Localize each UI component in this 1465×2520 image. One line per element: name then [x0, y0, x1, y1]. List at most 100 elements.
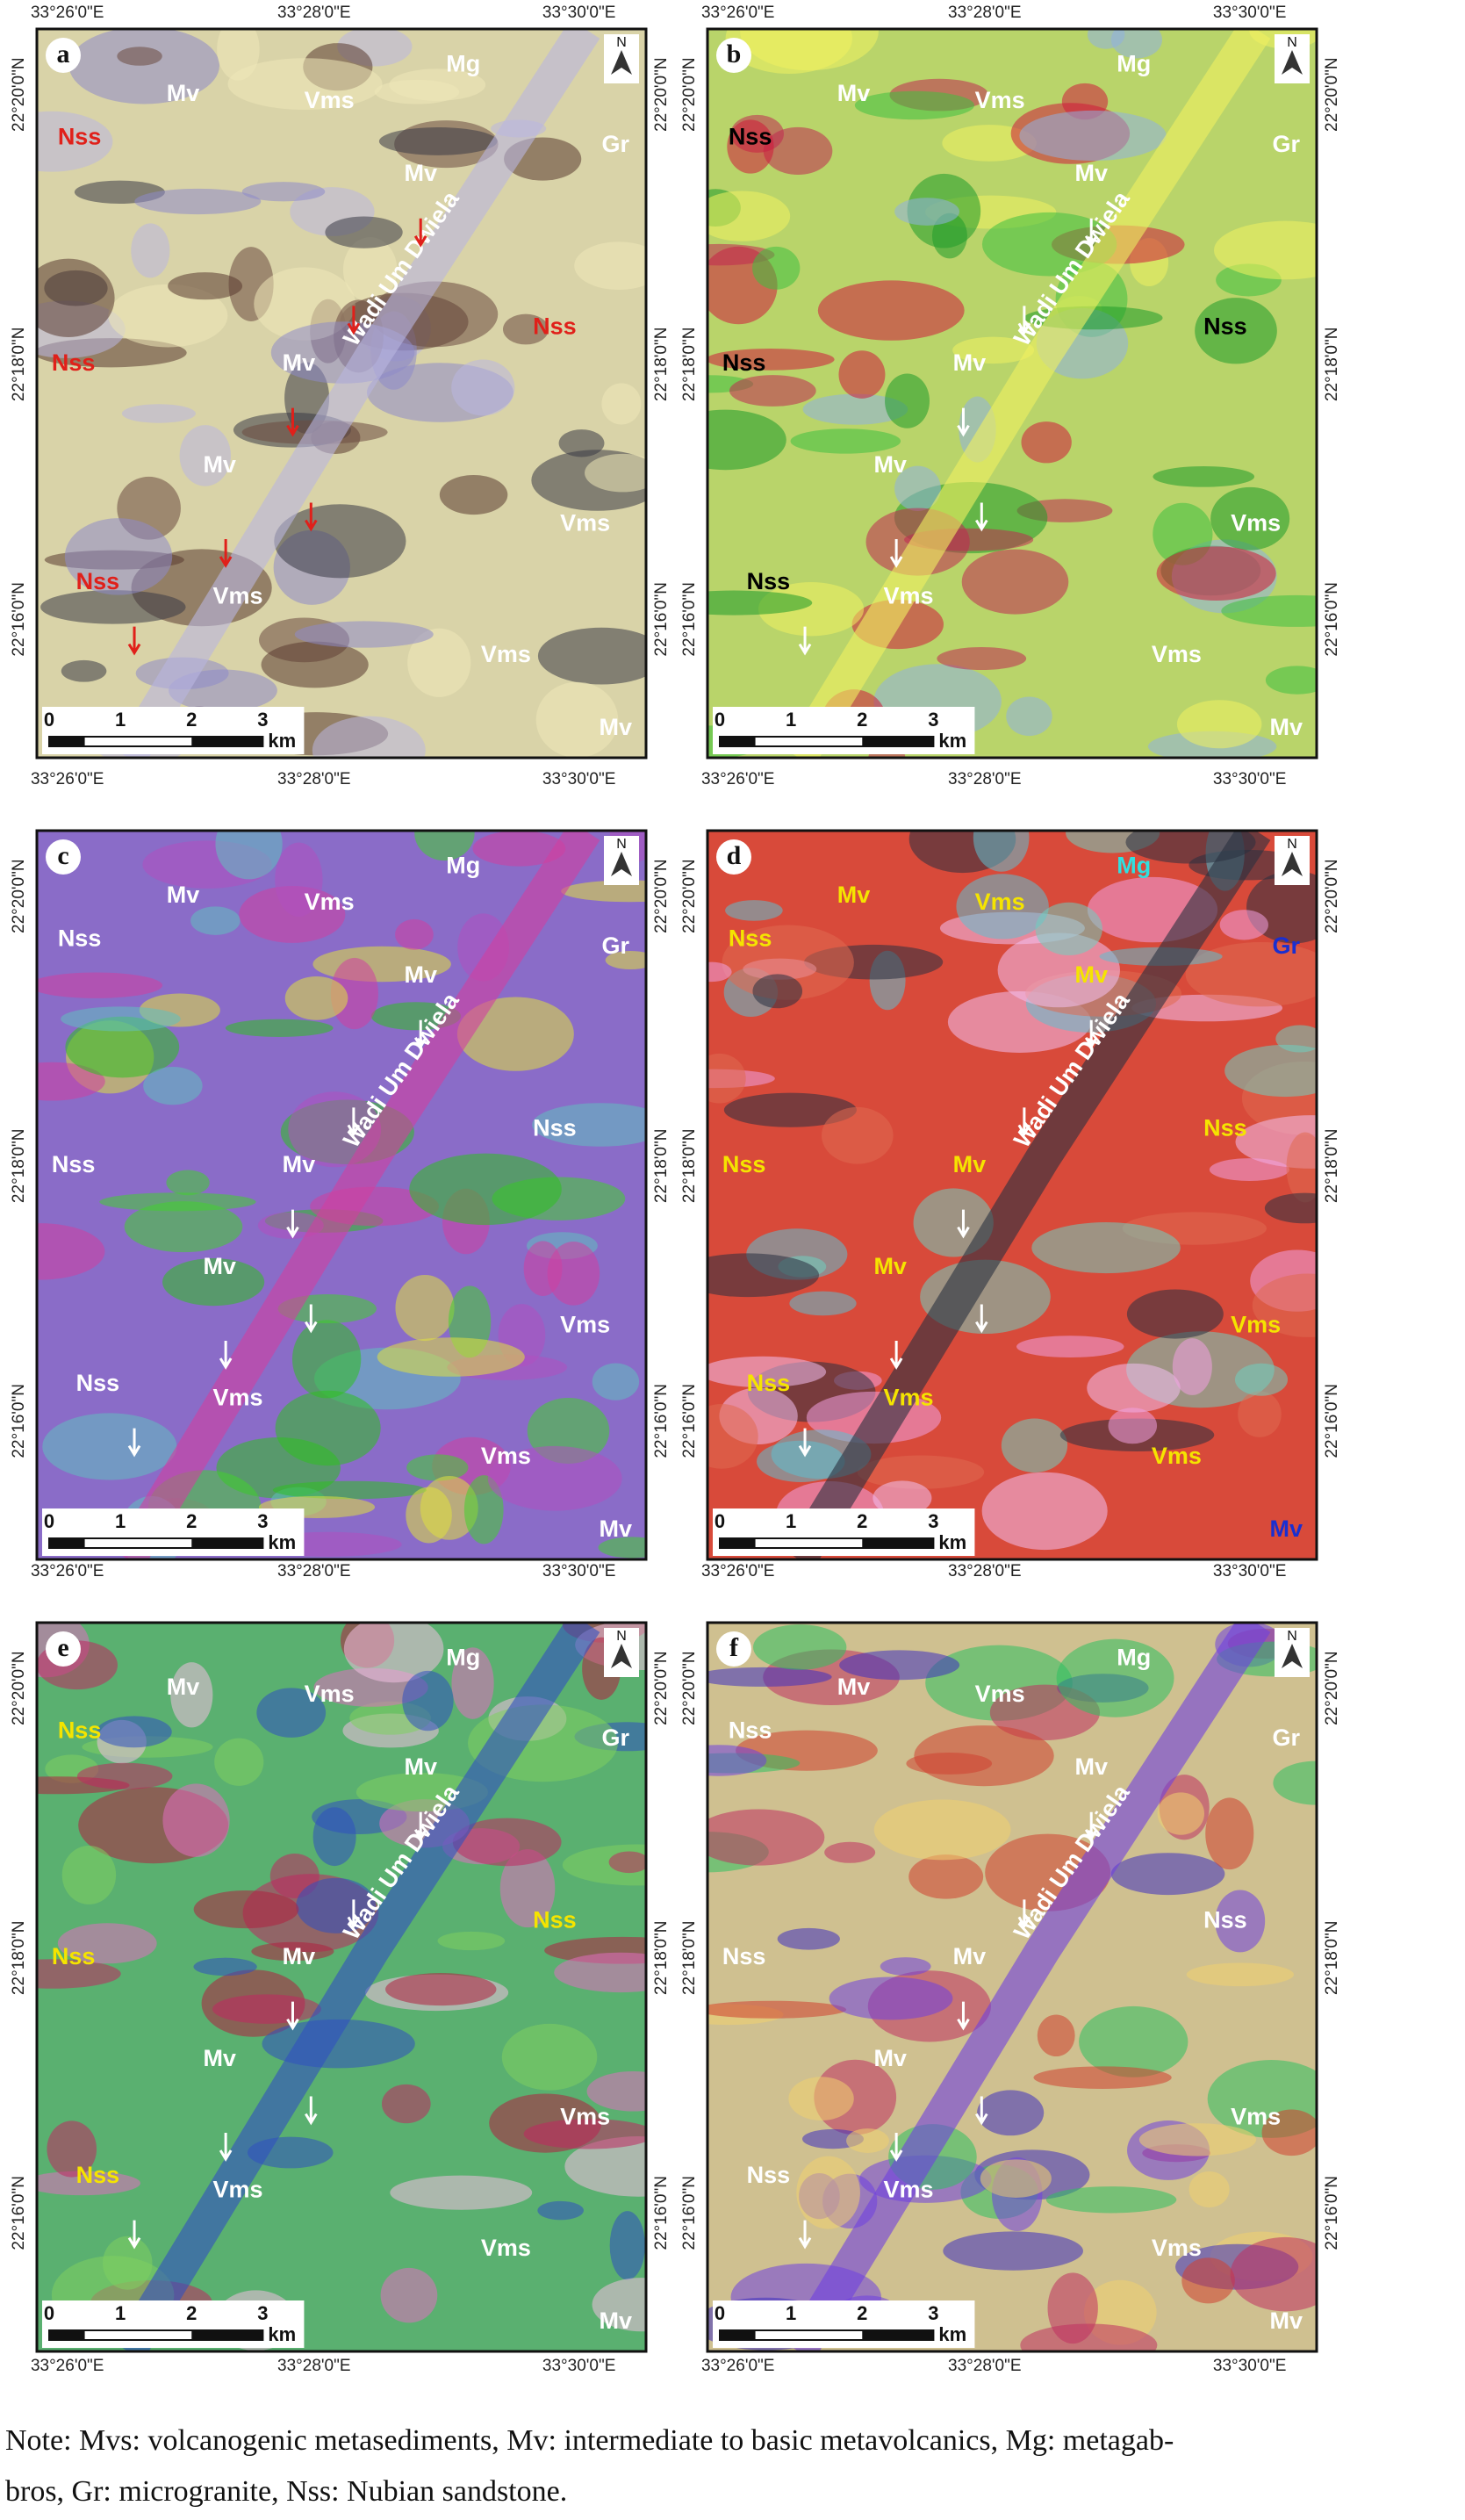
arrow	[889, 1341, 903, 1370]
y-axis-label: 22°18'0"N	[1323, 1921, 1341, 1996]
panel-letter-badge	[46, 1631, 81, 1667]
unit-label: Mv	[873, 2045, 907, 2071]
unit-label: Nss	[722, 349, 766, 376]
terrain-patch	[37, 111, 113, 172]
terrain-patch	[124, 1201, 243, 1253]
arrow	[305, 2096, 318, 2126]
arrow	[975, 1304, 988, 1334]
terrain-patch	[312, 716, 426, 758]
unit-label: Mv	[1270, 2308, 1303, 2334]
arrow	[957, 2001, 970, 2031]
unit-label: Mg	[446, 1645, 480, 1671]
terrain-patch	[838, 350, 886, 399]
terrain-patch	[894, 198, 960, 226]
scale-tick-label: 3	[257, 1510, 268, 1532]
map-panel: a N Mv Vms Mg Mv Gr Nss Nss Nss Mv Mv Nss Vms Vms Vms Mv…	[35, 27, 648, 760]
scale-bar-segment	[191, 737, 263, 746]
terrain-patch	[99, 1192, 256, 1212]
unit-label: Nss	[52, 1151, 96, 1177]
terrain-patch	[1209, 1158, 1289, 1182]
terrain-patch	[390, 2175, 533, 2210]
x-axis-label: 33°26'0"E	[31, 1562, 104, 1580]
terrain-patch	[952, 336, 1035, 364]
terrain-patch	[330, 957, 378, 1030]
terrain-patch	[96, 1716, 172, 1748]
y-axis-label: 22°16'0"N	[652, 582, 671, 657]
terrain-patch	[763, 126, 833, 176]
terrain-patch	[214, 1738, 264, 1786]
y-axis-label: 22°18'0"N	[652, 1921, 671, 1996]
terrain-patch	[407, 628, 471, 697]
north-arrow	[1282, 1644, 1303, 1668]
y-axis-label: 22°20'0"N	[1323, 57, 1341, 132]
terrain-patch	[1205, 1797, 1254, 1870]
x-axis-label: 33°28'0"E	[948, 770, 1021, 788]
north-label: N	[1287, 837, 1297, 852]
unit-label: Mv	[1074, 1753, 1108, 1780]
terrain-patch	[956, 874, 1049, 940]
terrain-patch	[227, 58, 383, 111]
arrow	[286, 407, 299, 437]
y-axis-label: 22°16'0"N	[10, 582, 28, 657]
scale-tick-label: 2	[186, 709, 197, 731]
panel-letter-badge	[46, 38, 81, 73]
y-axis-label: 22°20'0"N	[680, 57, 699, 132]
terrain-patch	[707, 1356, 827, 1388]
terrain-patch	[395, 1274, 455, 1342]
arrow	[219, 2133, 233, 2162]
terrain-patch	[723, 1092, 857, 1127]
unit-label: Nss	[58, 925, 102, 952]
y-axis-label: 22°20'0"N	[680, 1651, 699, 1725]
x-axis-label: 33°26'0"E	[701, 1562, 774, 1580]
terrain-patch	[790, 428, 901, 454]
terrain-patch	[40, 590, 186, 624]
terrain-patch	[605, 950, 646, 970]
panel-letter-badge	[716, 1631, 751, 1667]
terrain-patch	[37, 1223, 105, 1280]
unit-label: Vms	[883, 583, 933, 609]
terrain-patch	[574, 241, 646, 291]
terrain-patch	[885, 373, 930, 428]
terrain-patch	[822, 1106, 894, 1164]
map-panel: f N Mv Vms Mg Mv Gr Nss Nss Nss Mv Mv Nss Vms Vms Vms Mv…	[706, 1621, 1318, 2353]
terrain-patch	[537, 627, 646, 685]
terrain-patch	[532, 1103, 646, 1147]
panel-frame	[35, 27, 648, 760]
terrain-patch	[707, 1667, 832, 1687]
unit-label: Nss	[533, 1114, 577, 1141]
x-axis-label: 33°26'0"E	[31, 4, 104, 22]
arrow	[127, 2220, 141, 2250]
unit-label: Mv	[837, 80, 871, 106]
panel-frame	[706, 1621, 1318, 2353]
y-axis-label: 22°18'0"N	[680, 328, 699, 402]
terrain-patch	[168, 272, 243, 300]
scale-bar-segment	[191, 1538, 263, 1548]
scale-tick-label: 0	[715, 1510, 725, 1532]
terrain-patch	[752, 974, 803, 1009]
unit-label: Nss	[52, 1943, 96, 1969]
unit-label: Nss	[533, 1906, 577, 1933]
arrow	[1084, 1811, 1098, 1841]
scale-unit: km	[268, 730, 296, 752]
unit-label: Nss	[729, 1717, 772, 1744]
terrain-patch	[880, 1957, 931, 1976]
terrain-patch	[561, 880, 646, 903]
arrow	[889, 539, 903, 568]
y-axis-label: 22°20'0"N	[652, 57, 671, 132]
north-arrow	[1282, 852, 1303, 876]
terrain-patch	[225, 1019, 334, 1037]
terrain-patch	[535, 681, 619, 758]
terrain-patch	[854, 90, 975, 120]
terrain-patch	[725, 900, 783, 921]
terrain-patch	[707, 349, 835, 371]
terrain-patch	[377, 1337, 525, 1377]
terrain-patch	[61, 659, 107, 682]
y-axis-label: 22°18'0"N	[1323, 328, 1341, 402]
unit-label: Mv	[837, 1674, 871, 1700]
scale-tick-label: 3	[928, 2302, 938, 2324]
unit-label: Mv	[283, 349, 316, 376]
terrain-patch	[839, 1650, 960, 1681]
terrain-patch	[796, 2156, 860, 2229]
terrain-patch	[824, 1841, 876, 1863]
